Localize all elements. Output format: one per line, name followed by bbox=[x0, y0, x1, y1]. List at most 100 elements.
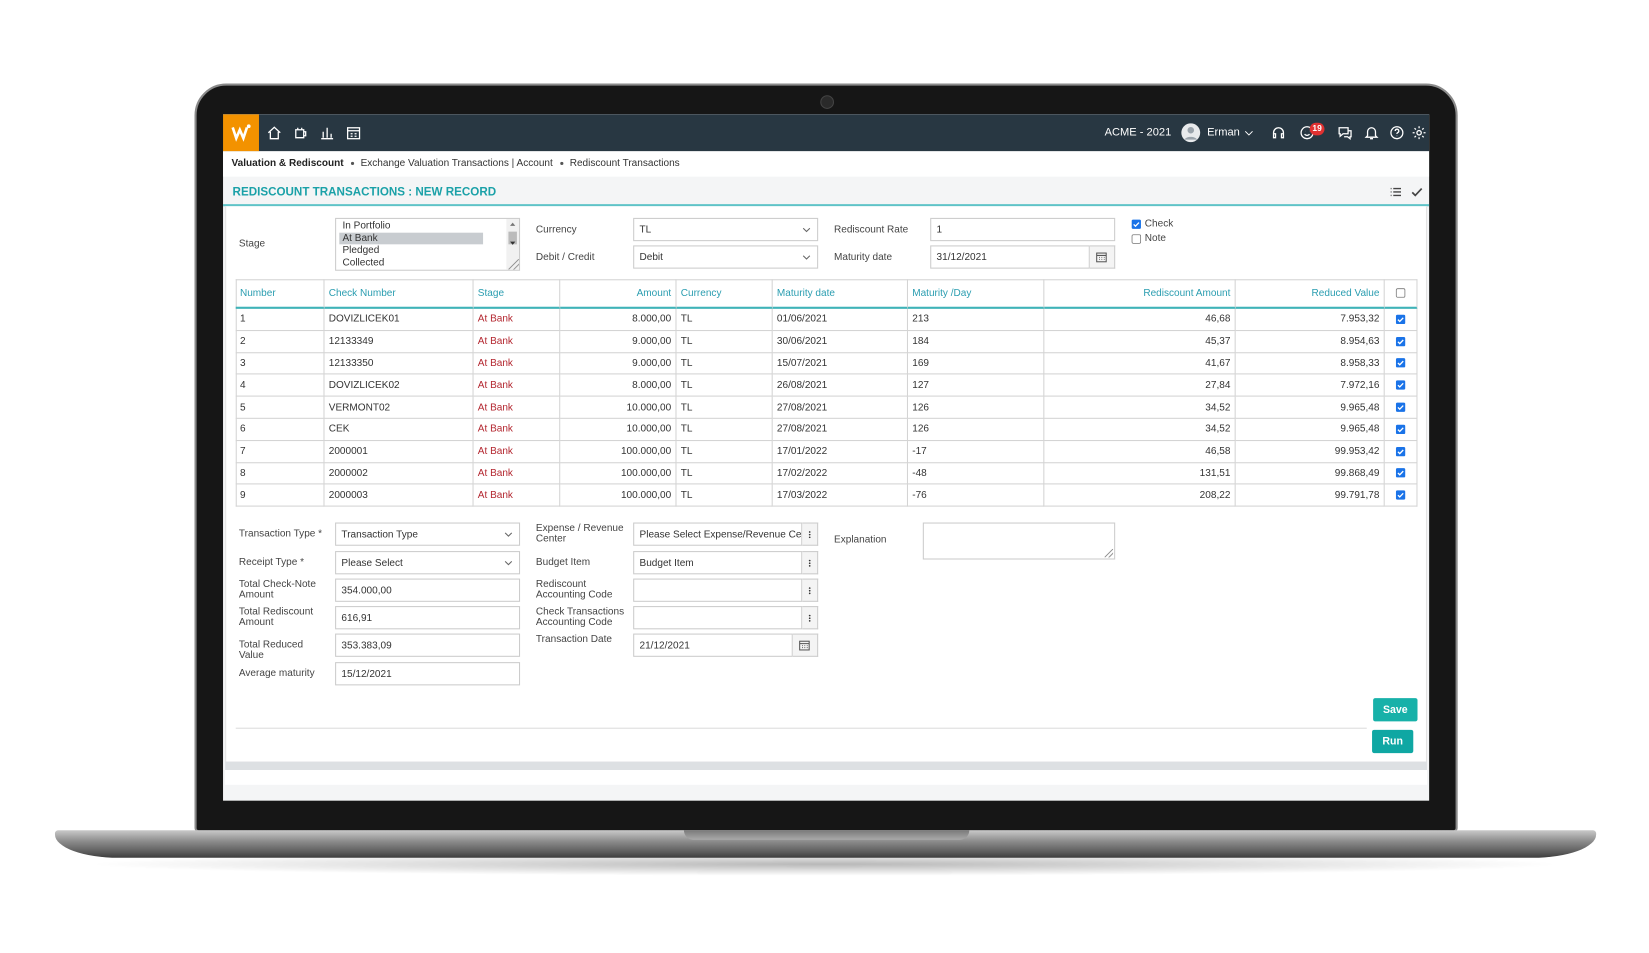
select-box[interactable]: Debit bbox=[633, 245, 819, 269]
input-box[interactable] bbox=[633, 606, 803, 630]
more-button[interactable] bbox=[802, 578, 819, 602]
column-header[interactable]: Maturity /Day bbox=[908, 279, 1045, 309]
listbox-option[interactable]: Pledged bbox=[342, 244, 380, 257]
row-checkbox[interactable] bbox=[1395, 446, 1406, 457]
resize-grip bbox=[1104, 548, 1114, 558]
table-cell: 1 bbox=[235, 308, 325, 331]
listbox-option[interactable]: Collected bbox=[342, 256, 385, 269]
column-header[interactable]: Stage bbox=[473, 279, 561, 309]
table-cell: 27/08/2021 bbox=[772, 418, 909, 441]
listbox-option[interactable]: At Bank bbox=[339, 232, 484, 244]
title-underline bbox=[223, 204, 1430, 207]
more-button[interactable] bbox=[802, 551, 819, 575]
header-icon[interactable] bbox=[1389, 125, 1405, 141]
field-value: Transaction Type bbox=[341, 528, 418, 540]
input-box[interactable]: 21/12/2021 bbox=[633, 633, 793, 657]
nav-icon[interactable] bbox=[293, 125, 309, 141]
row-checkbox[interactable] bbox=[1395, 336, 1406, 347]
table-cell: At Bank bbox=[473, 484, 561, 507]
row-checkbox[interactable] bbox=[1395, 314, 1406, 325]
table-cell: -76 bbox=[908, 484, 1045, 507]
calendar-button[interactable] bbox=[792, 633, 819, 657]
input-box[interactable] bbox=[633, 578, 803, 602]
table-cell: 15/07/2021 bbox=[772, 352, 909, 375]
row-checkbox[interactable] bbox=[1395, 402, 1406, 413]
listbox-option[interactable]: In Portfolio bbox=[342, 220, 391, 232]
list-view-icon[interactable] bbox=[1389, 185, 1403, 199]
confirm-icon[interactable] bbox=[1410, 185, 1424, 199]
user-avatar[interactable] bbox=[1181, 123, 1201, 143]
select-box[interactable]: Please Select bbox=[335, 551, 521, 575]
row-select-cell bbox=[1384, 462, 1418, 485]
column-header[interactable]: Reduced Value bbox=[1235, 279, 1385, 309]
more-button[interactable] bbox=[802, 522, 819, 546]
select-all-checkbox[interactable] bbox=[1395, 288, 1406, 299]
row-checkbox[interactable] bbox=[1395, 468, 1406, 479]
breadcrumb-item[interactable]: Rediscount Transactions bbox=[569, 157, 680, 170]
input-box[interactable]: Please Select Expense/Revenue Cent bbox=[633, 522, 803, 546]
row-select-cell bbox=[1384, 374, 1418, 397]
laptop-notch bbox=[683, 830, 970, 840]
input-box[interactable]: 616,91 bbox=[335, 606, 521, 630]
header-icon[interactable] bbox=[1337, 125, 1353, 141]
table-cell: At Bank bbox=[473, 418, 561, 441]
column-header[interactable]: Amount bbox=[560, 279, 677, 309]
row-checkbox[interactable] bbox=[1395, 490, 1406, 501]
type-checkbox[interactable] bbox=[1131, 219, 1142, 230]
notification-badge[interactable]: 19 bbox=[1309, 122, 1325, 136]
more-button[interactable] bbox=[802, 606, 819, 630]
select-box[interactable]: Transaction Type bbox=[335, 522, 521, 546]
laptop-shadow bbox=[84, 852, 1565, 876]
select-box[interactable]: TL bbox=[633, 217, 819, 242]
stage-listbox[interactable]: In Portfolio At Bank Pledged Collected bbox=[335, 217, 521, 271]
table-cell: 7.972,16 bbox=[1235, 374, 1385, 397]
table-cell: 9.965,48 bbox=[1235, 418, 1385, 441]
table-frame bbox=[235, 279, 1418, 507]
input-box[interactable]: 353.383,09 bbox=[335, 633, 521, 657]
action-button[interactable]: Save bbox=[1373, 698, 1418, 722]
input-box[interactable]: 354.000,00 bbox=[335, 578, 521, 602]
table-cell: 41,67 bbox=[1044, 352, 1236, 375]
table-cell: 5 bbox=[235, 396, 325, 419]
company-name[interactable]: ACME - 2021 bbox=[1104, 125, 1172, 139]
type-checkbox[interactable] bbox=[1131, 234, 1142, 245]
table-cell: -48 bbox=[908, 462, 1045, 485]
input-box[interactable]: 31/12/2021 bbox=[930, 245, 1090, 269]
header-icon[interactable] bbox=[1411, 125, 1427, 141]
input-box[interactable]: 1 bbox=[930, 217, 1116, 242]
column-header[interactable]: Number bbox=[235, 279, 325, 309]
column-header[interactable]: Currency bbox=[676, 279, 773, 309]
field-value: 354.000,00 bbox=[341, 584, 392, 597]
checkbox-label: Note bbox=[1144, 232, 1167, 245]
scroll-thumb[interactable] bbox=[508, 231, 517, 245]
input-box[interactable]: 15/12/2021 bbox=[335, 662, 521, 686]
table-cell: At Bank bbox=[473, 374, 561, 397]
breadcrumb-item[interactable]: Exchange Valuation Transactions | Accoun… bbox=[360, 157, 553, 170]
row-checkbox[interactable] bbox=[1395, 358, 1406, 369]
table-cell: 127 bbox=[908, 374, 1045, 397]
nav-icon[interactable] bbox=[319, 125, 335, 141]
scroll-down[interactable] bbox=[508, 239, 516, 247]
header-icon[interactable] bbox=[1364, 125, 1380, 141]
table-cell: 17/03/2022 bbox=[772, 484, 909, 507]
nav-icon[interactable] bbox=[346, 125, 362, 141]
breadcrumb-item[interactable]: Valuation & Rediscount bbox=[231, 157, 344, 170]
header-icon[interactable] bbox=[1271, 125, 1287, 141]
column-header[interactable]: Maturity date bbox=[772, 279, 909, 309]
column-header[interactable]: Rediscount Amount bbox=[1044, 279, 1236, 309]
column-header[interactable]: Check Number bbox=[324, 279, 474, 309]
calendar-button[interactable] bbox=[1089, 245, 1116, 269]
explanation-textarea[interactable] bbox=[922, 522, 1116, 560]
logo[interactable] bbox=[223, 114, 259, 152]
input-box[interactable]: Budget Item bbox=[633, 551, 803, 575]
action-button[interactable]: Run bbox=[1372, 729, 1414, 754]
scroll-up[interactable] bbox=[508, 220, 516, 228]
row-checkbox[interactable] bbox=[1395, 380, 1406, 391]
user-menu-arrow[interactable] bbox=[1243, 127, 1255, 139]
nav-icon[interactable] bbox=[266, 125, 282, 141]
label: Check Transactions Accounting Code bbox=[535, 606, 625, 629]
label: Rediscount Rate bbox=[834, 224, 909, 236]
user-name[interactable]: Erman bbox=[1207, 125, 1240, 139]
label: Currency bbox=[535, 224, 577, 236]
row-checkbox[interactable] bbox=[1395, 424, 1406, 435]
